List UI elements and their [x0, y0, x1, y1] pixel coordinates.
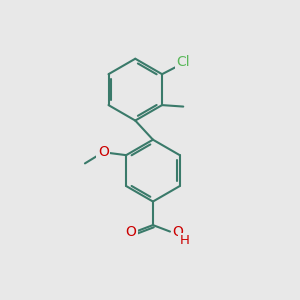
Text: H: H [179, 235, 189, 248]
Text: Cl: Cl [177, 56, 190, 69]
Text: O: O [98, 145, 109, 159]
Text: O: O [172, 225, 183, 238]
Text: O: O [125, 225, 136, 238]
